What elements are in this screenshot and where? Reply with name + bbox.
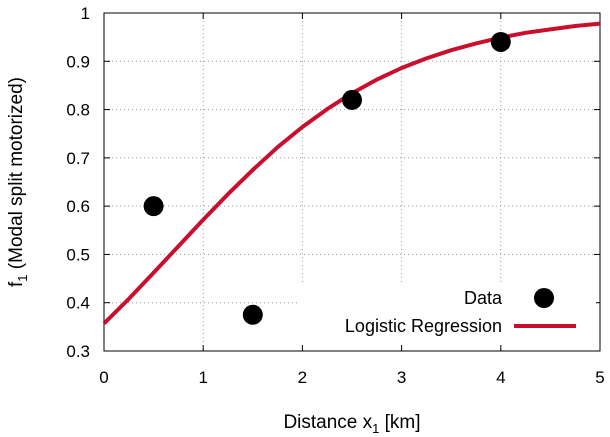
- data-point: [242, 304, 263, 325]
- series: [102, 21, 601, 325]
- ticks: 0 1 2 3 4 5 0.3 0.4 0.5 0.6 0.7 0.8 0.9 1: [66, 4, 604, 387]
- y-axis-label-subscript: 1: [15, 274, 30, 281]
- legend-label: Logistic Regression: [345, 316, 502, 336]
- y-axis-label-suffix: (Modal split motorized): [6, 77, 27, 274]
- y-tick-label: 0.4: [66, 294, 90, 313]
- x-tick-label: 3: [397, 368, 406, 387]
- y-tick-label: 0.8: [66, 101, 90, 120]
- x-axis-label-subscript: 1: [372, 421, 379, 436]
- plot-frame: [103, 12, 601, 352]
- logistic-regression-line: [102, 21, 601, 325]
- y-tick-label: 0.9: [66, 52, 90, 71]
- y-axis-label: f1 (Modal split motorized): [6, 77, 30, 287]
- data-point: [490, 31, 511, 52]
- x-axis-label: Distance x1 [km]: [283, 412, 420, 436]
- x-tick-label: 1: [198, 368, 207, 387]
- x-tick-label: 5: [595, 368, 604, 387]
- y-tick-label: 1: [81, 4, 90, 23]
- x-tick-label: 4: [496, 368, 505, 387]
- y-tick-label: 0.7: [66, 149, 90, 168]
- y-tick-label: 0.3: [66, 342, 90, 361]
- legend: Data Logistic Regression: [300, 283, 596, 345]
- x-tick-label: 0: [99, 368, 108, 387]
- y-tick-label: 0.6: [66, 197, 90, 216]
- x-axis-label-suffix: [km]: [379, 412, 420, 433]
- y-axis-label-main: f: [6, 281, 27, 287]
- x-tick-label: 2: [298, 368, 307, 387]
- legend-label: Data: [464, 288, 503, 308]
- data-point: [143, 196, 164, 217]
- y-tick-label: 0.5: [66, 245, 90, 264]
- data-point: [342, 89, 362, 110]
- x-axis-label-main: Distance x: [283, 412, 372, 433]
- legend-marker-data: [534, 288, 554, 308]
